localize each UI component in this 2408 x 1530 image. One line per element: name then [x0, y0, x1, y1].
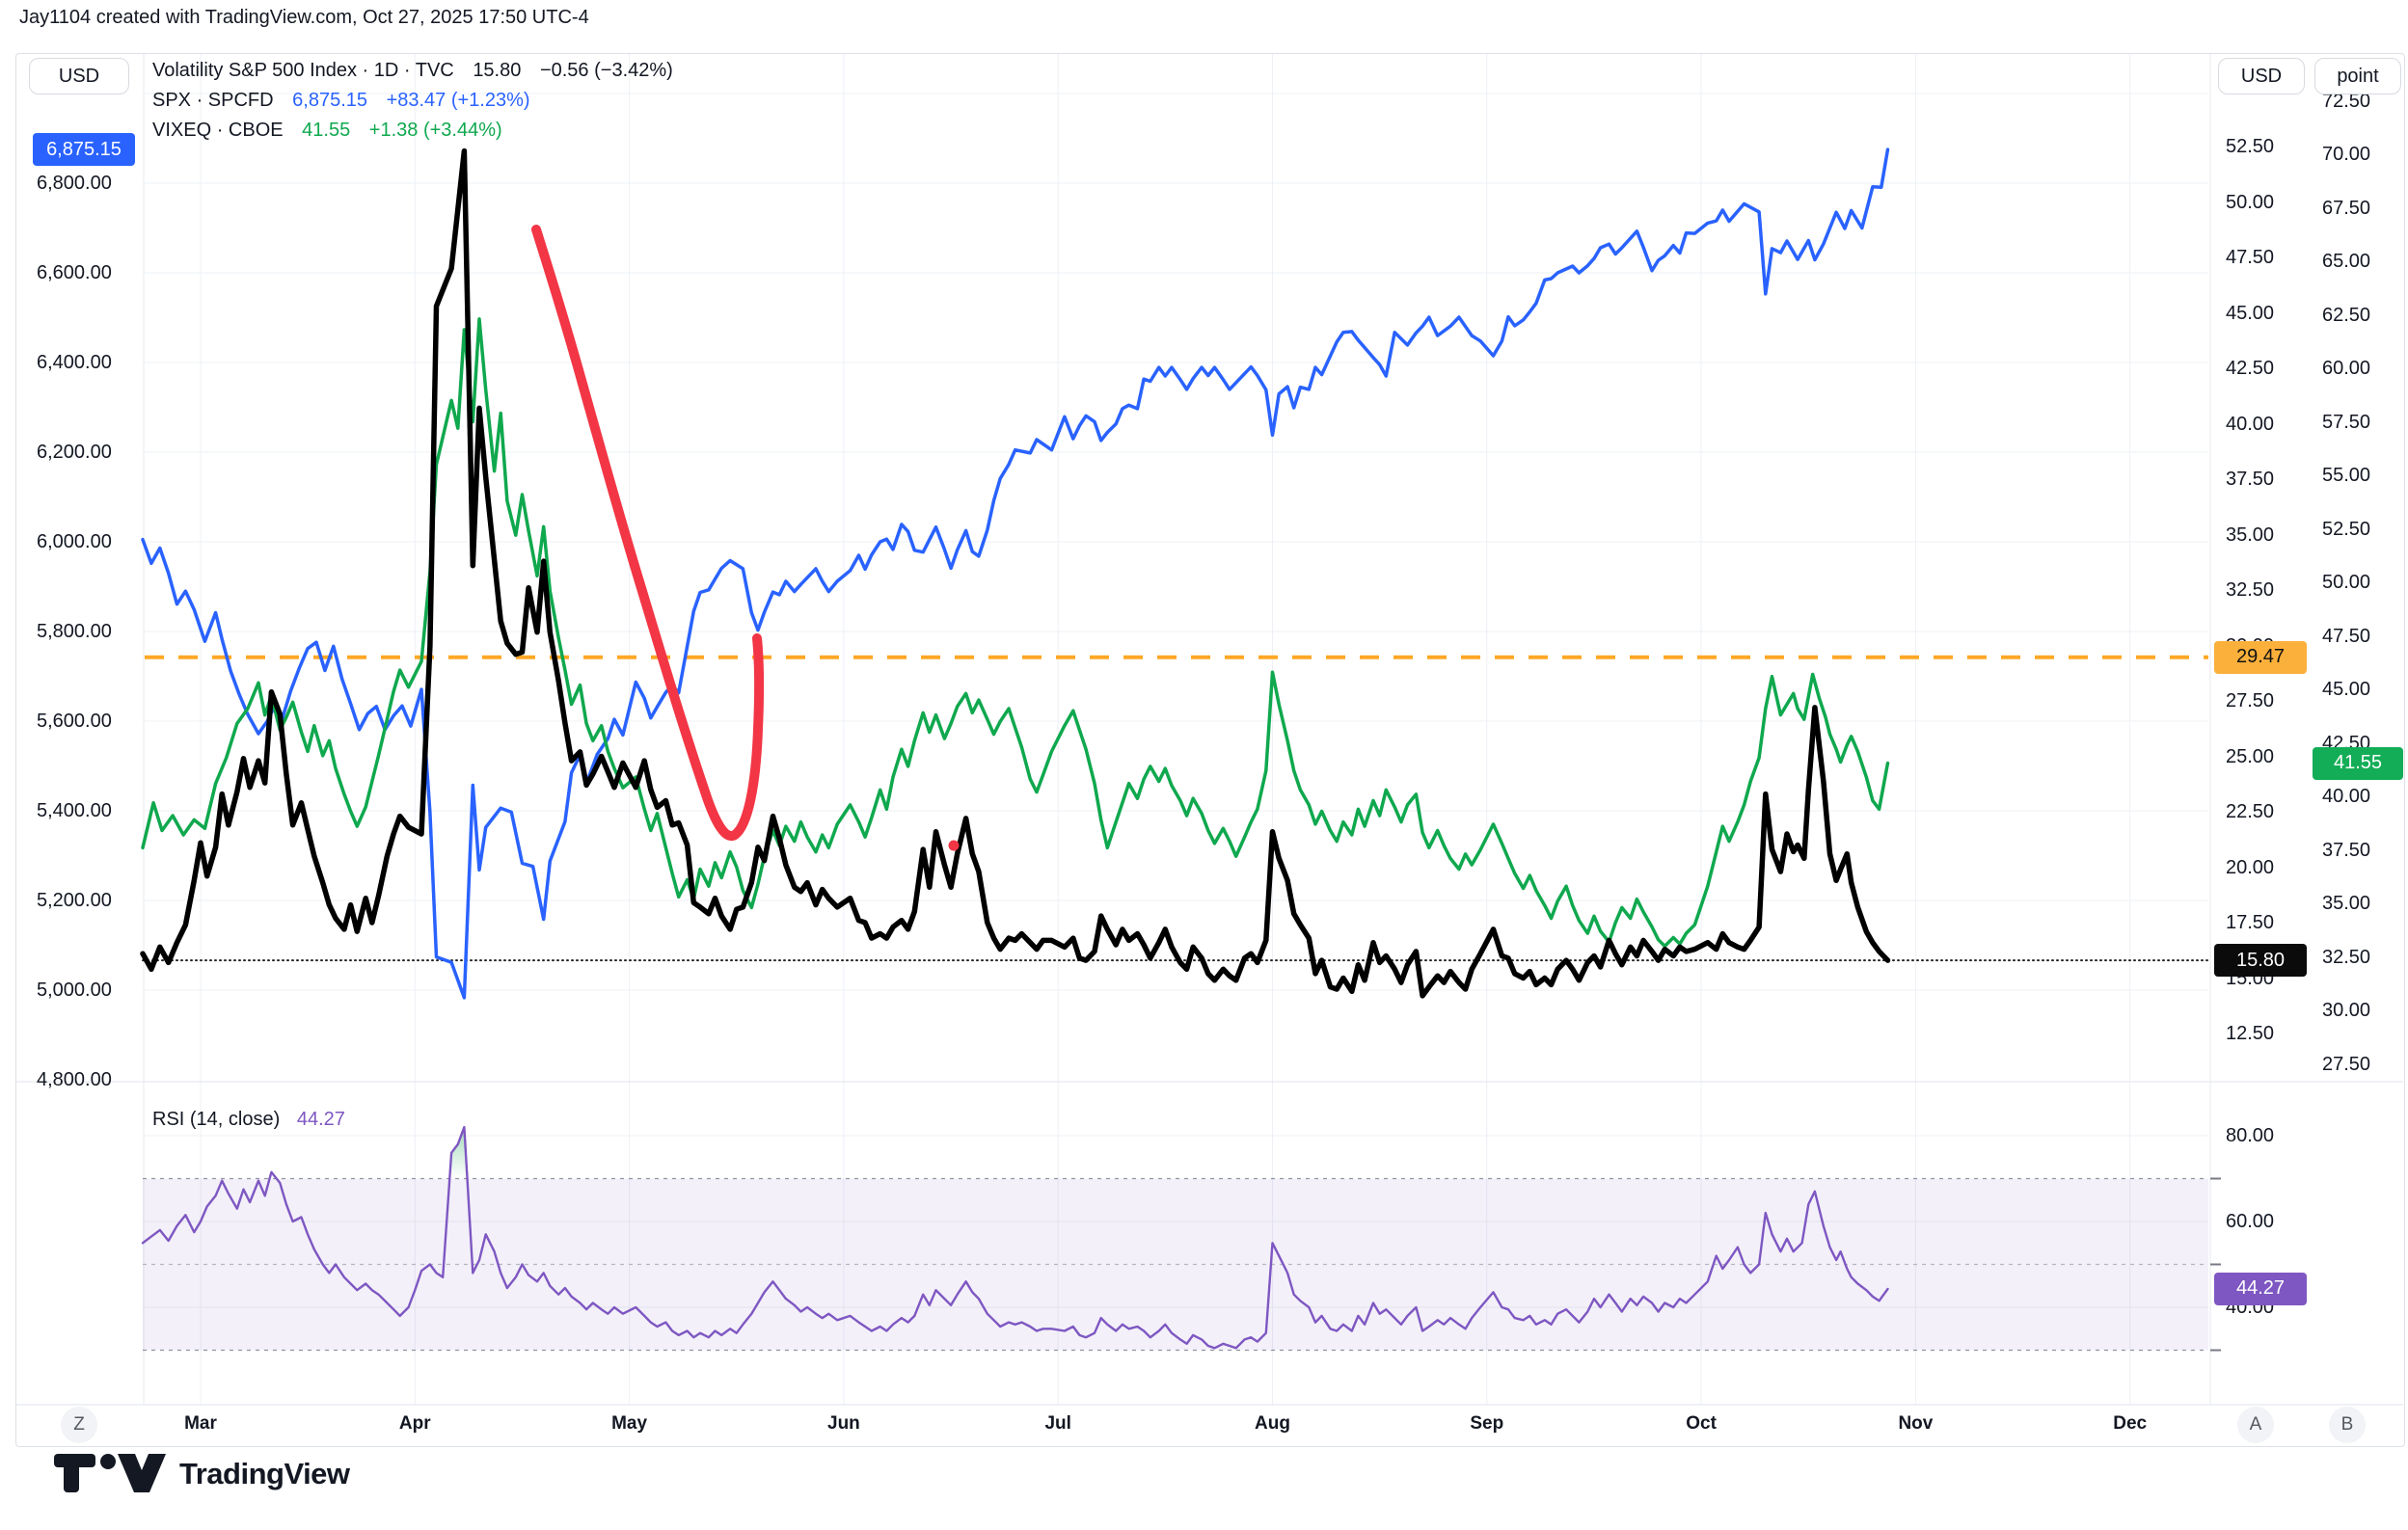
right-unit-label: USD — [2240, 65, 2283, 87]
right-usd-axis-label: 25.00 — [2226, 745, 2275, 767]
right-usd-axis-label: 20.00 — [2226, 856, 2275, 878]
red-brush-drawing[interactable] — [531, 225, 765, 841]
right-usd-axis-label: 40.00 — [2226, 413, 2275, 435]
tradingview-logo-text: TradingView — [179, 1457, 350, 1490]
rsi-axis-label: 60.00 — [2226, 1211, 2275, 1232]
legend-symbol: Volatility S&P 500 Index · 1D · TVC — [152, 60, 454, 81]
left-axis-label: 6,800.00 — [37, 173, 112, 194]
vixeq-last-price-badge: 41.55 — [2313, 746, 2403, 780]
timeline-z-button[interactable]: Z — [61, 1407, 97, 1443]
left-axis-label: 6,000.00 — [37, 531, 112, 552]
right-usd-axis-label: 52.50 — [2226, 136, 2275, 157]
right-point-axis-label: 32.50 — [2322, 946, 2371, 968]
chart-widget — [15, 53, 2405, 1447]
right-usd-axis-label: 32.50 — [2226, 579, 2275, 601]
right-scale-point-button[interactable]: point — [2314, 58, 2401, 94]
right-point-axis-label: 40.00 — [2322, 786, 2371, 807]
legend-value: 6,875.15 — [292, 90, 367, 111]
right-point-axis-label: 30.00 — [2322, 1000, 2371, 1021]
rsi-label: RSI (14, close) — [152, 1109, 281, 1130]
right-usd-axis-label: 45.00 — [2226, 302, 2275, 324]
time-axis-label-may: May — [611, 1413, 648, 1434]
right-unit2-label: point — [2337, 65, 2379, 87]
right-point-axis-label: 45.00 — [2322, 679, 2371, 700]
right-point-axis-label: 60.00 — [2322, 358, 2371, 379]
right-usd-axis-label: 47.50 — [2226, 247, 2275, 268]
a-label: A — [2249, 1414, 2262, 1435]
left-axis-label: 5,200.00 — [37, 890, 112, 911]
red-dot-drawing[interactable] — [948, 840, 960, 851]
legend-value: 15.80 — [473, 60, 522, 81]
spx-last-price-badge: 6,875.15 — [33, 133, 135, 167]
left-scale-unit-button[interactable]: USD — [29, 58, 129, 94]
right-point-axis-label: 67.50 — [2322, 197, 2371, 219]
right-usd-axis-label: 27.50 — [2226, 690, 2275, 711]
time-axis-label-mar: Mar — [184, 1413, 217, 1434]
legend-change: +1.38 (+3.44%) — [368, 120, 502, 141]
right-point-axis-label: 57.50 — [2322, 411, 2371, 433]
right-point-axis-label: 35.00 — [2322, 893, 2371, 914]
time-axis-label-aug: Aug — [1255, 1413, 1290, 1434]
right-point-axis-label: 37.50 — [2322, 839, 2371, 861]
b-label: B — [2340, 1414, 2354, 1435]
right-point-axis-label: 62.50 — [2322, 304, 2371, 326]
timeline-b-button[interactable]: B — [2329, 1407, 2366, 1443]
legend-row-spx[interactable]: SPX · SPCFD 6,875.15 +83.47 (+1.23%) — [152, 90, 530, 112]
left-unit-label: USD — [58, 65, 100, 87]
rsi-axis-label: 80.00 — [2226, 1125, 2275, 1146]
time-axis-label-jul: Jul — [1044, 1413, 1071, 1434]
right-usd-axis-label: 12.50 — [2226, 1023, 2275, 1044]
left-axis-label: 5,000.00 — [37, 980, 112, 1001]
left-axis-label: 6,400.00 — [37, 352, 112, 373]
right-usd-axis-label: 35.00 — [2226, 523, 2275, 546]
left-axis-label: 6,600.00 — [37, 262, 112, 283]
time-axis-label-sep: Sep — [1470, 1413, 1504, 1434]
page-title: Jay1104 created with TradingView.com, Oc… — [19, 7, 589, 28]
z-label: Z — [73, 1414, 85, 1435]
right-usd-axis-label: 37.50 — [2226, 469, 2275, 490]
legend-row-vixeq[interactable]: VIXEQ · CBOE 41.55 +1.38 (+3.44%) — [152, 120, 502, 142]
right-usd-axis-label: 17.50 — [2226, 912, 2275, 933]
left-axis-label: 5,400.00 — [37, 800, 112, 821]
right-point-axis-label: 27.50 — [2322, 1053, 2371, 1075]
left-axis-label: 5,600.00 — [37, 711, 112, 732]
orange-level-badge: 29.47 — [2214, 640, 2307, 674]
rsi-last-value-badge: 44.27 — [2214, 1272, 2307, 1305]
legend-row-rsi[interactable]: RSI (14, close) 44.27 — [152, 1109, 345, 1131]
legend-row-vix[interactable]: Volatility S&P 500 Index · 1D · TVC 15.8… — [152, 60, 673, 82]
left-axis-label: 5,800.00 — [37, 621, 112, 642]
right-point-axis-label: 47.50 — [2322, 625, 2371, 647]
right-point-axis-label: 72.50 — [2322, 90, 2371, 112]
legend-value: 41.55 — [302, 120, 351, 141]
time-axis-label-nov: Nov — [1898, 1413, 1934, 1434]
legend-change: +83.47 (+1.23%) — [386, 90, 530, 111]
right-scale-usd-button[interactable]: USD — [2218, 58, 2305, 94]
time-axis-label-jun: Jun — [827, 1413, 860, 1434]
right-point-axis-label: 65.00 — [2322, 251, 2371, 272]
legend-symbol: VIXEQ · CBOE — [152, 120, 284, 141]
left-axis-label: 4,800.00 — [37, 1069, 112, 1090]
time-axis-label-apr: Apr — [398, 1413, 431, 1434]
time-axis-label-oct: Oct — [1686, 1413, 1717, 1434]
legend-symbol: SPX · SPCFD — [152, 90, 274, 111]
right-point-axis-label: 70.00 — [2322, 144, 2371, 165]
right-usd-axis-label: 42.50 — [2226, 358, 2275, 379]
right-point-axis-label: 55.00 — [2322, 465, 2371, 486]
right-point-axis-label: 50.00 — [2322, 572, 2371, 593]
tradingview-logo-icon — [54, 1454, 166, 1492]
tradingview-logo[interactable]: TradingView — [54, 1454, 350, 1494]
right-usd-axis-label: 50.00 — [2226, 191, 2275, 213]
timeline-a-button[interactable]: A — [2237, 1407, 2274, 1443]
vix-last-price-badge: 15.80 — [2214, 944, 2307, 978]
right-usd-axis-label: 22.50 — [2226, 801, 2275, 822]
legend-change: −0.56 (−3.42%) — [539, 60, 673, 81]
rsi-value: 44.27 — [296, 1109, 345, 1130]
left-axis-label: 6,200.00 — [37, 442, 112, 463]
right-point-axis-label: 52.50 — [2322, 518, 2371, 540]
time-axis-label-dec: Dec — [2113, 1413, 2148, 1434]
